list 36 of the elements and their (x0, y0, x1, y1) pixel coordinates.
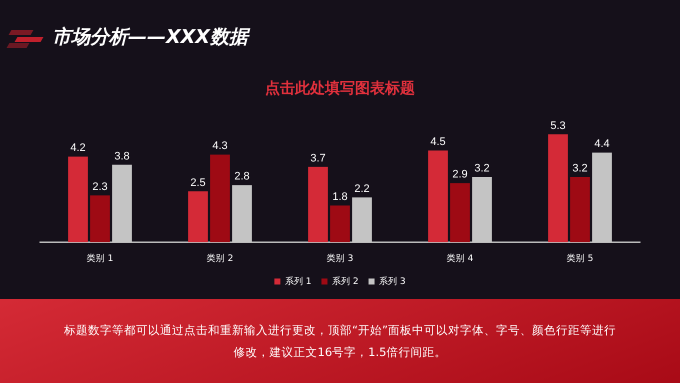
bar (188, 191, 208, 242)
bar (330, 206, 350, 242)
data-label: 2.5 (190, 176, 206, 189)
data-label: 2.9 (452, 168, 468, 181)
data-label: 2.8 (234, 170, 250, 183)
data-label: 1.8 (332, 191, 348, 204)
bar (548, 134, 568, 242)
bar (308, 166, 328, 242)
x-tick-label: 类别 4 (446, 252, 474, 264)
bar (210, 154, 230, 242)
data-label: 4.3 (212, 140, 228, 152)
legend-label: 系列 1 (284, 276, 312, 287)
x-tick-label: 类别 1 (86, 252, 114, 264)
chart-title: 点击此处填写图表标题 (265, 78, 415, 97)
data-label: 5.3 (550, 120, 566, 132)
data-label: 4.4 (594, 138, 610, 150)
data-label: 4.5 (430, 136, 446, 148)
data-label: 3.8 (114, 150, 130, 162)
text: 标题数字等都可以通过点击和重新输入进行更改，顶部“开始”面板中可以对字体、字号、颜色行距等进行修改，建议正文16号字，1.5倍行间距。 (63, 322, 617, 361)
data-label: 2.3 (92, 180, 108, 193)
bar (68, 156, 88, 242)
x-tick-label: 类别 3 (326, 252, 354, 264)
data-label: 4.2 (70, 142, 86, 154)
bar (90, 195, 110, 242)
data-label: 3.2 (474, 162, 490, 175)
data-label: 3.2 (572, 162, 588, 175)
data-label: 3.7 (310, 152, 326, 164)
data-label: 2.2 (354, 182, 370, 195)
x-tick-label: 类别 5 (566, 252, 594, 264)
bar (428, 150, 448, 242)
text: 市场分析——XXX数据 (52, 25, 248, 50)
bar (570, 177, 590, 242)
bar (450, 183, 470, 242)
x-tick-label: 类别 2 (206, 252, 234, 264)
legend-label: 系列 3 (379, 276, 406, 287)
legend-label: 系列 2 (332, 276, 359, 287)
